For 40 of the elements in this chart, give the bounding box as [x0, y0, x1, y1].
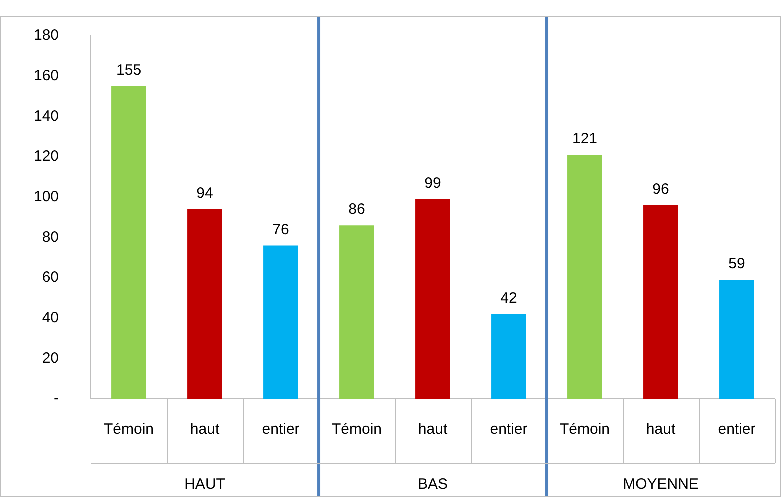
x-tick-label: haut: [646, 421, 676, 438]
bar: [416, 199, 450, 399]
y-tick-label: 140: [34, 108, 60, 125]
y-tick-label: 160: [34, 67, 60, 84]
bar: [264, 246, 298, 399]
y-tick-label: 60: [42, 269, 60, 286]
y-tick-label: 180: [34, 27, 60, 44]
text: MOYENNE: [623, 476, 699, 494]
y-tick-label: 20: [42, 350, 60, 367]
y-tick-label: -: [54, 390, 60, 408]
data-label: 96: [652, 181, 670, 198]
data-label: 155: [116, 62, 142, 80]
text: BAS: [418, 476, 448, 494]
x-tick-label: entier: [490, 421, 528, 438]
x-tick-label: haut: [190, 421, 220, 438]
bar: [188, 209, 222, 399]
y-tick-label: 100: [34, 188, 60, 206]
bar: [720, 280, 754, 399]
y-tick-label: 40: [42, 309, 60, 326]
bar: [340, 226, 374, 399]
x-tick-label: Témoin: [332, 421, 382, 438]
data-label: 86: [348, 201, 366, 218]
x-tick-label: Témoin: [560, 421, 610, 438]
x-tick-label: haut: [418, 421, 448, 438]
bar: [568, 154, 602, 399]
bar: [492, 314, 526, 399]
text: HAUT: [184, 476, 226, 494]
bar: [112, 86, 147, 399]
data-label: 76: [272, 221, 290, 238]
data-label: 99: [424, 174, 442, 192]
y-tick-label: 80: [42, 228, 60, 246]
x-tick-label: entier: [718, 421, 756, 438]
x-tick-label: Témoin: [104, 421, 154, 438]
data-label: 121: [572, 130, 598, 148]
bar: [644, 205, 678, 399]
y-tick-label: 120: [34, 148, 60, 166]
data-label: 94: [196, 185, 214, 202]
data-label: 42: [500, 290, 518, 307]
data-label: 59: [728, 256, 746, 273]
x-tick-label: entier: [262, 421, 300, 438]
